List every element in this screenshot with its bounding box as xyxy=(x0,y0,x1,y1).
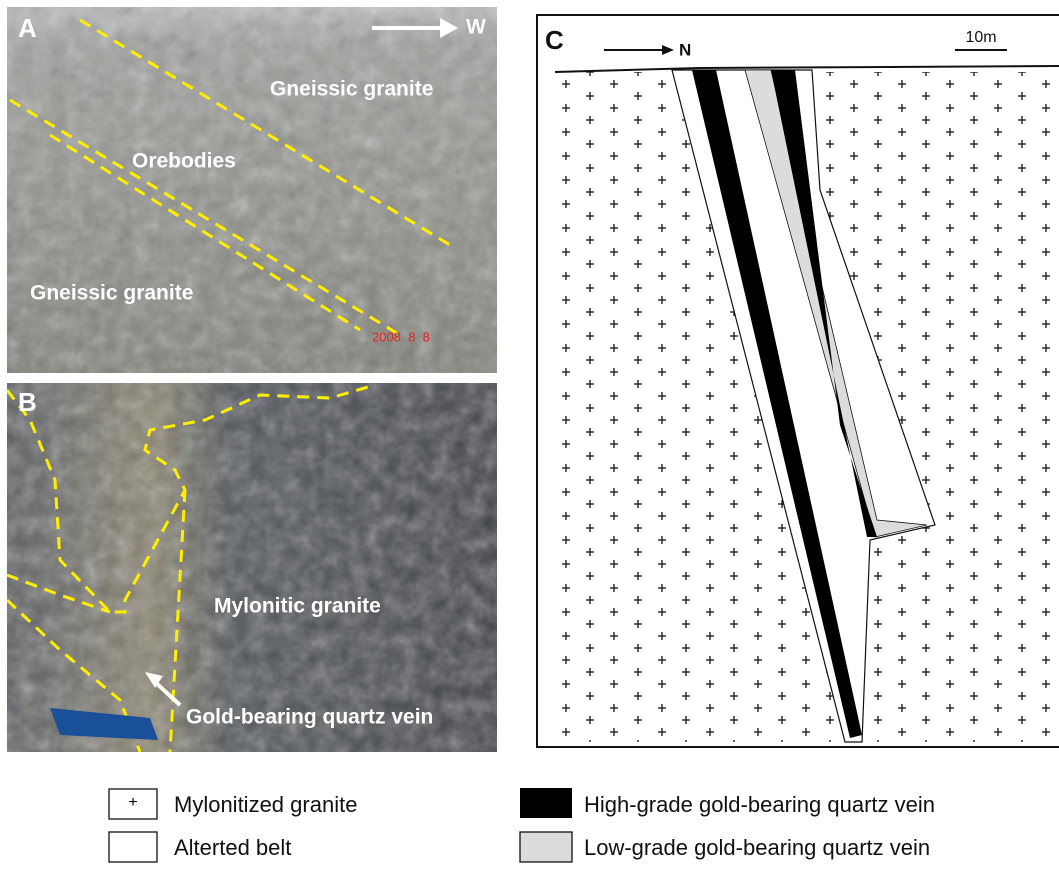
date-stamp: 2008 8 8 xyxy=(372,329,430,344)
section-c xyxy=(537,15,1059,747)
photo-a xyxy=(7,7,497,373)
legend-symbol: + xyxy=(128,794,137,811)
panel-label: B xyxy=(18,387,37,417)
panel-label: C xyxy=(545,25,564,55)
photo-label: Mylonitic granite xyxy=(214,595,381,618)
photo-label: Gneissic granite xyxy=(270,78,433,101)
legend-label: Alterted belt xyxy=(174,835,291,860)
photo-label: Gneissic granite xyxy=(30,282,193,305)
legend-label: High-grade gold-bearing quartz vein xyxy=(584,792,935,817)
legend-label: Mylonitized granite xyxy=(174,792,357,817)
legend-label: Low-grade gold-bearing quartz vein xyxy=(584,835,930,860)
scale-label: 10m xyxy=(965,29,996,46)
panel-label: A xyxy=(18,13,37,43)
photo-label: Gold-bearing quartz vein xyxy=(186,706,433,729)
page: A W Gneissic granite Orebodies Gneissic … xyxy=(0,0,1059,870)
direction: W xyxy=(466,16,486,39)
direction: N xyxy=(679,40,691,59)
photo-label: Orebodies xyxy=(132,150,236,173)
legend: + Mylonitized granite Alterted belt High… xyxy=(109,788,935,862)
figure: A W Gneissic granite Orebodies Gneissic … xyxy=(0,0,1059,865)
photo-b xyxy=(7,383,497,752)
